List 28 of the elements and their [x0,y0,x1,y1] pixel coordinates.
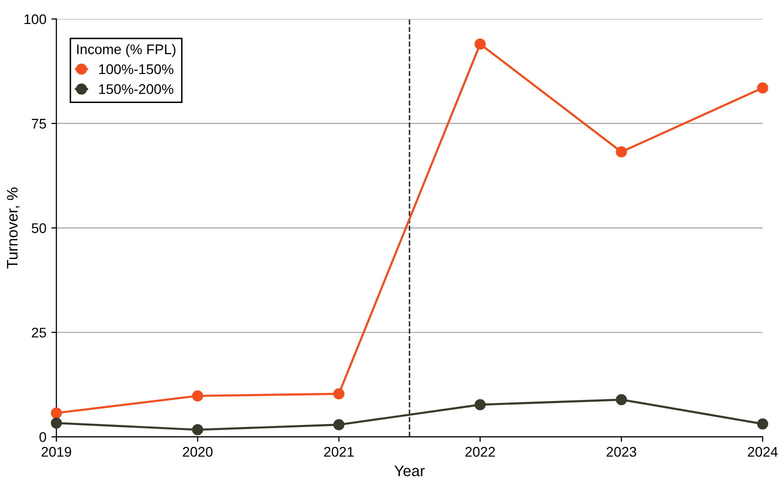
point [192,390,204,402]
point [757,82,768,94]
x-tick-label: 2022 [465,446,495,457]
point [474,38,486,50]
y-tick-label: 75 [32,118,46,129]
x-tick-label: 2023 [606,446,636,457]
point [474,399,486,410]
point [192,424,204,436]
point [50,407,62,419]
point [333,388,344,400]
legend-label: 150%-200% [99,84,174,94]
y-tick-label: 100 [24,14,46,24]
x-axis-title: Year [394,466,425,476]
x-tick-label: 2020 [182,446,213,457]
point [50,417,62,429]
x-tick-label: 2019 [42,446,72,457]
y-tick-label: 25 [32,328,46,338]
y-tick-label: 50 [32,223,46,234]
point [616,146,627,158]
x-tick-label: 2021 [324,446,354,457]
y-tick-label: 0 [39,432,46,442]
point [333,419,344,430]
point [757,418,768,430]
legend-label: 100%-150% [99,64,174,74]
x-tick-label: 2024 [748,446,778,457]
legend-title: Income (% FPL) [77,44,176,57]
y-axis-title: Turnover, % [6,188,20,268]
point [616,394,627,406]
